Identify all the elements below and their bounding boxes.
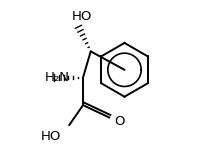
- Text: O: O: [114, 115, 124, 128]
- Text: HO: HO: [41, 130, 62, 143]
- Text: H₂N: H₂N: [45, 71, 70, 84]
- Text: HO: HO: [71, 10, 92, 23]
